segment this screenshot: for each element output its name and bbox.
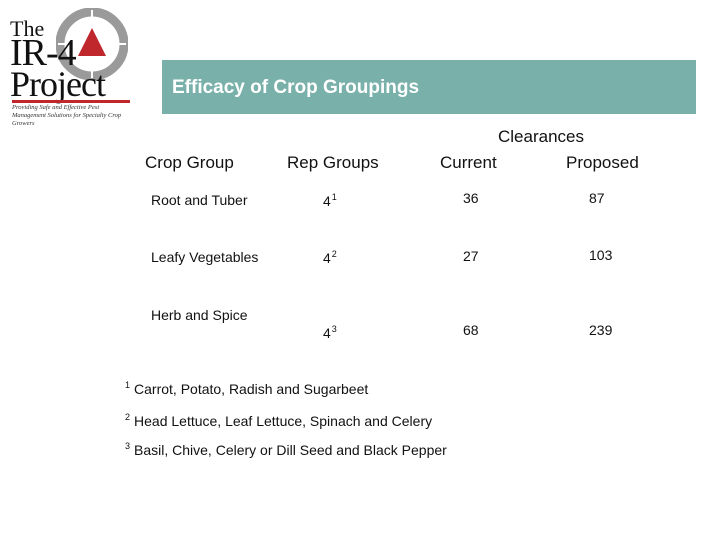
row-1-current: 36 [463, 190, 479, 206]
footnote-3: 3 Basil, Chive, Celery or Dill Seed and B… [125, 441, 447, 458]
header-crop-group: Crop Group [145, 153, 234, 172]
logo-divider [12, 100, 130, 103]
header-clearances: Clearances [498, 127, 584, 146]
row-1-crop-group: Root and Tuber [151, 192, 248, 208]
logo-tagline: Providing Safe and Effective Pest Manage… [12, 104, 122, 127]
row-2-current: 27 [463, 248, 479, 264]
row-2-proposed: 103 [589, 247, 613, 263]
row-2-rep-groups: 42 [323, 249, 337, 266]
header-proposed: Proposed [566, 153, 639, 172]
row-3-rep-groups: 43 [323, 324, 337, 341]
logo-emblem-icon [56, 8, 128, 80]
header-current: Current [440, 153, 497, 172]
logo-word-project: Project [10, 64, 106, 104]
footnote-1: 1 Carrot, Potato, Radish and Sugarbeet [125, 380, 369, 397]
ir4-logo: The IR-4 Project Providing Safe and Effe… [4, 4, 154, 134]
logo-word-the: The [10, 16, 45, 41]
row-3-current: 68 [463, 322, 479, 338]
row-1-footnote-mark: 1 [331, 192, 337, 202]
row-2-footnote-mark: 2 [331, 249, 337, 259]
title-bar: Efficacy of Crop Groupings [162, 60, 696, 114]
row-1-proposed: 87 [589, 190, 605, 206]
logo-word-ir4: IR-4 [10, 32, 77, 74]
footnote-2: 2 Head Lettuce, Leaf Lettuce, Spinach and… [125, 412, 433, 429]
header-rep-groups: Rep Groups [287, 153, 379, 172]
row-3-proposed: 239 [589, 322, 613, 338]
row-3-footnote-mark: 3 [331, 324, 337, 334]
row-1-rep-groups: 41 [323, 192, 337, 209]
row-2-crop-group: Leafy Vegetables [151, 249, 259, 265]
slide-title: Efficacy of Crop Groupings [172, 77, 420, 98]
row-3-crop-group: Herb and Spice [151, 307, 248, 323]
